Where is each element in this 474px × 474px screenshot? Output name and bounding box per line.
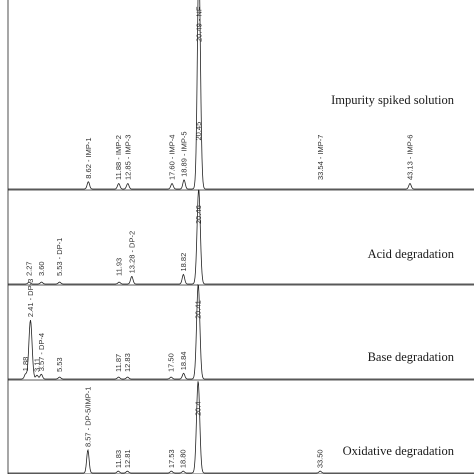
peak-label: 11.88 - IMP-2	[114, 135, 123, 180]
chromatogram-trace	[8, 189, 474, 285]
peak-label: 33.54 - IMP-7	[316, 135, 325, 180]
chromatogram-panel: 8.62 - IMP-1 11.88 - IMP-2 12.85 - IMP-3 17…	[7, 0, 474, 191]
chromatogram-panel: 2.27 3.60 5.53 - DP-1 11.93 13.28 - DP-2 18.8…	[7, 189, 474, 286]
peak-label: 17.60 - IMP-4	[168, 135, 177, 180]
panel-title: Base degradation	[368, 350, 455, 364]
peak-label: 33.50	[316, 449, 325, 468]
peak-label: 8.62 - IMP-1	[84, 137, 93, 178]
peak-label: 17.53	[167, 449, 176, 468]
peak-label: 1.88	[21, 357, 30, 372]
peak-label: 5.53	[55, 357, 64, 372]
panel-title: Oxidative degradation	[343, 444, 455, 458]
peak-label: 11.83	[114, 450, 123, 468]
peak-label: 18.82	[179, 253, 188, 272]
peak-label: 20.41	[194, 300, 203, 319]
peak-label: 20.4	[194, 401, 203, 416]
chromatogram-panel: 1.882.41 - DP-33.113.57 - DP-4 5.53 11.87 1…	[7, 279, 474, 381]
peak-label: 13.28 - DP-2	[127, 231, 136, 274]
peak-label: 11.93	[115, 258, 124, 276]
peak-label: 3.60	[37, 261, 46, 276]
chromatogram-trace	[8, 381, 474, 474]
peak-label: 3.57 - DP-4	[37, 333, 46, 371]
peak-label: 12.81	[123, 449, 132, 468]
peak-label: 43.13 - IMP-6	[405, 135, 414, 180]
chromatogram-trace	[8, 283, 474, 380]
peak-label: 12.83	[123, 353, 132, 372]
chromatogram-panel: 8.57 - DP-5/IMP-1 11.83 12.81 17.53 18.80 20.…	[7, 380, 474, 474]
peak-label: 8.57 - DP-5/IMP-1	[83, 387, 92, 447]
peak-label: 12.85 - IMP-3	[123, 135, 132, 180]
peak-label: 18.84	[179, 352, 188, 371]
peak-label: 20.45	[194, 122, 203, 141]
peak-label: 11.87	[114, 354, 123, 372]
peak-label: 20.49 - NF	[194, 6, 203, 42]
peak-label: 2.41 - DP-3	[26, 279, 35, 317]
chromatogram-trace	[8, 0, 474, 190]
peak-label: 18.80	[179, 449, 188, 468]
peak-label: 2.27	[25, 261, 34, 276]
panel-title: Impurity spiked solution	[331, 93, 455, 107]
peak-label: 5.53 - DP-1	[55, 238, 64, 276]
peak-label: 20.46	[194, 205, 203, 224]
peak-label: 3.11	[32, 358, 41, 372]
peak-label: 18.89 - IMP-5	[180, 131, 189, 176]
panel-title: Acid degradation	[368, 247, 455, 261]
peak-label: 17.50	[167, 353, 176, 372]
